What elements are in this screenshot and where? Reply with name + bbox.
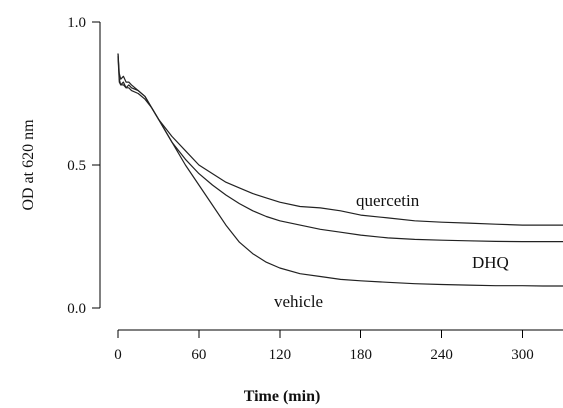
x-tick-label: 120 — [269, 347, 292, 363]
y-tick-label: 0.5 — [67, 158, 86, 174]
annotations: quercetin DHQ vehicle — [274, 191, 509, 311]
series-label-vehicle: vehicle — [274, 292, 323, 311]
y-axis-label: OD at 620 nm — [20, 119, 37, 211]
series-line-quercetin — [117, 53, 563, 226]
x-tick-label: 0 — [114, 347, 122, 363]
x-tick-label: 300 — [511, 347, 534, 363]
axes — [99, 22, 563, 331]
y-tick-label: 0.0 — [67, 301, 86, 317]
x-tick-label: 240 — [430, 347, 453, 363]
series-group — [117, 53, 563, 287]
series-label-dhq: DHQ — [472, 253, 509, 272]
x-ticks: 0 60 120 180 240 300 — [114, 330, 534, 363]
series-line-dhq — [117, 53, 563, 243]
x-tick-label: 60 — [191, 347, 206, 363]
y-ticks: 0.0 0.5 1.0 — [67, 15, 100, 317]
x-axis-label: Time (min) — [244, 388, 321, 405]
x-tick-label: 180 — [349, 347, 372, 363]
y-tick-label: 1.0 — [67, 15, 86, 31]
series-line-vehicle — [117, 56, 563, 287]
series-label-quercetin: quercetin — [356, 191, 420, 210]
